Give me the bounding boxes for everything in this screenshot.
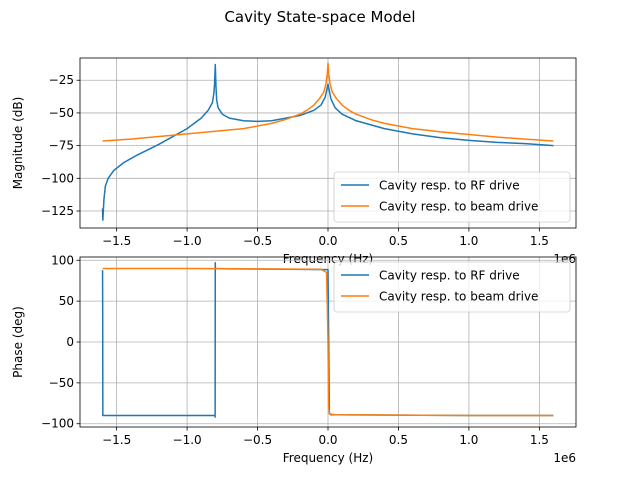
magnitude-x-tick-label: 0.5 (389, 234, 408, 248)
magnitude-y-tick-label: −25 (49, 73, 74, 87)
phase-plot: −1.5 −1.0 −0.5 0.0 0.5 1.0 1.5 −100 −50 0 50 100 Fre… (11, 253, 577, 465)
phase-legend: Cavity resp. to RF drive Cavity resp. to … (333, 261, 571, 313)
magnitude-x-tick-label: 0.0 (318, 234, 337, 248)
phase-x-axis-label: Frequency (Hz) (283, 451, 374, 465)
phase-y-tick-label: −100 (41, 417, 74, 431)
magnitude-x-tick-label: 1.0 (459, 234, 478, 248)
phase-x-tick-label: −1.5 (102, 433, 131, 447)
phase-legend-label: Cavity resp. to RF drive (379, 269, 520, 283)
magnitude-legend-label: Cavity resp. to RF drive (379, 179, 520, 193)
magnitude-x-tick-label: −1.5 (102, 234, 131, 248)
phase-series-group (101, 261, 554, 418)
phase-x-tick-label: −0.5 (243, 433, 272, 447)
magnitude-series-group (101, 62, 554, 221)
phase-y-tick-label: 50 (59, 294, 74, 308)
phase-legend-label: Cavity resp. to beam drive (379, 290, 538, 304)
phase-x-tick-label: 0.5 (389, 433, 408, 447)
phase-x-tick-label: 0.0 (318, 433, 337, 447)
magnitude-series-line-beam-drive (102, 62, 554, 142)
magnitude-y-tick-label: −125 (41, 204, 74, 218)
figure-suptitle: Cavity State-space Model (224, 8, 415, 26)
magnitude-y-tick-label: −75 (49, 139, 74, 153)
magnitude-y-tick-label: −50 (49, 106, 74, 120)
phase-y-tick-label: −50 (49, 376, 74, 390)
magnitude-x-tick-label: 1.5 (530, 234, 549, 248)
phase-y-tick-label: 100 (51, 253, 74, 267)
phase-legend-box (333, 261, 571, 313)
phase-x-tick-label: 1.5 (530, 433, 549, 447)
magnitude-series-line-rf-drive (101, 63, 554, 221)
magnitude-x-tick-label: −1.0 (173, 234, 202, 248)
phase-y-tick-label: 0 (66, 335, 74, 349)
magnitude-x-tick-label: −0.5 (243, 234, 272, 248)
phase-series-line-beam-drive (102, 267, 554, 417)
phase-x-offset-label: 1e6 (553, 451, 576, 465)
magnitude-y-axis-label: Magnitude (dB) (11, 97, 25, 190)
magnitude-legend-label: Cavity resp. to beam drive (379, 200, 538, 214)
phase-y-axis-label: Phase (deg) (11, 306, 25, 378)
magnitude-y-tick-label: −100 (41, 171, 74, 185)
magnitude-legend-box (333, 171, 571, 223)
phase-x-tick-label: −1.0 (173, 433, 202, 447)
magnitude-grid (80, 58, 576, 228)
magnitude-legend: Cavity resp. to RF drive Cavity resp. to … (333, 171, 571, 223)
phase-x-tick-label: 1.0 (459, 433, 478, 447)
